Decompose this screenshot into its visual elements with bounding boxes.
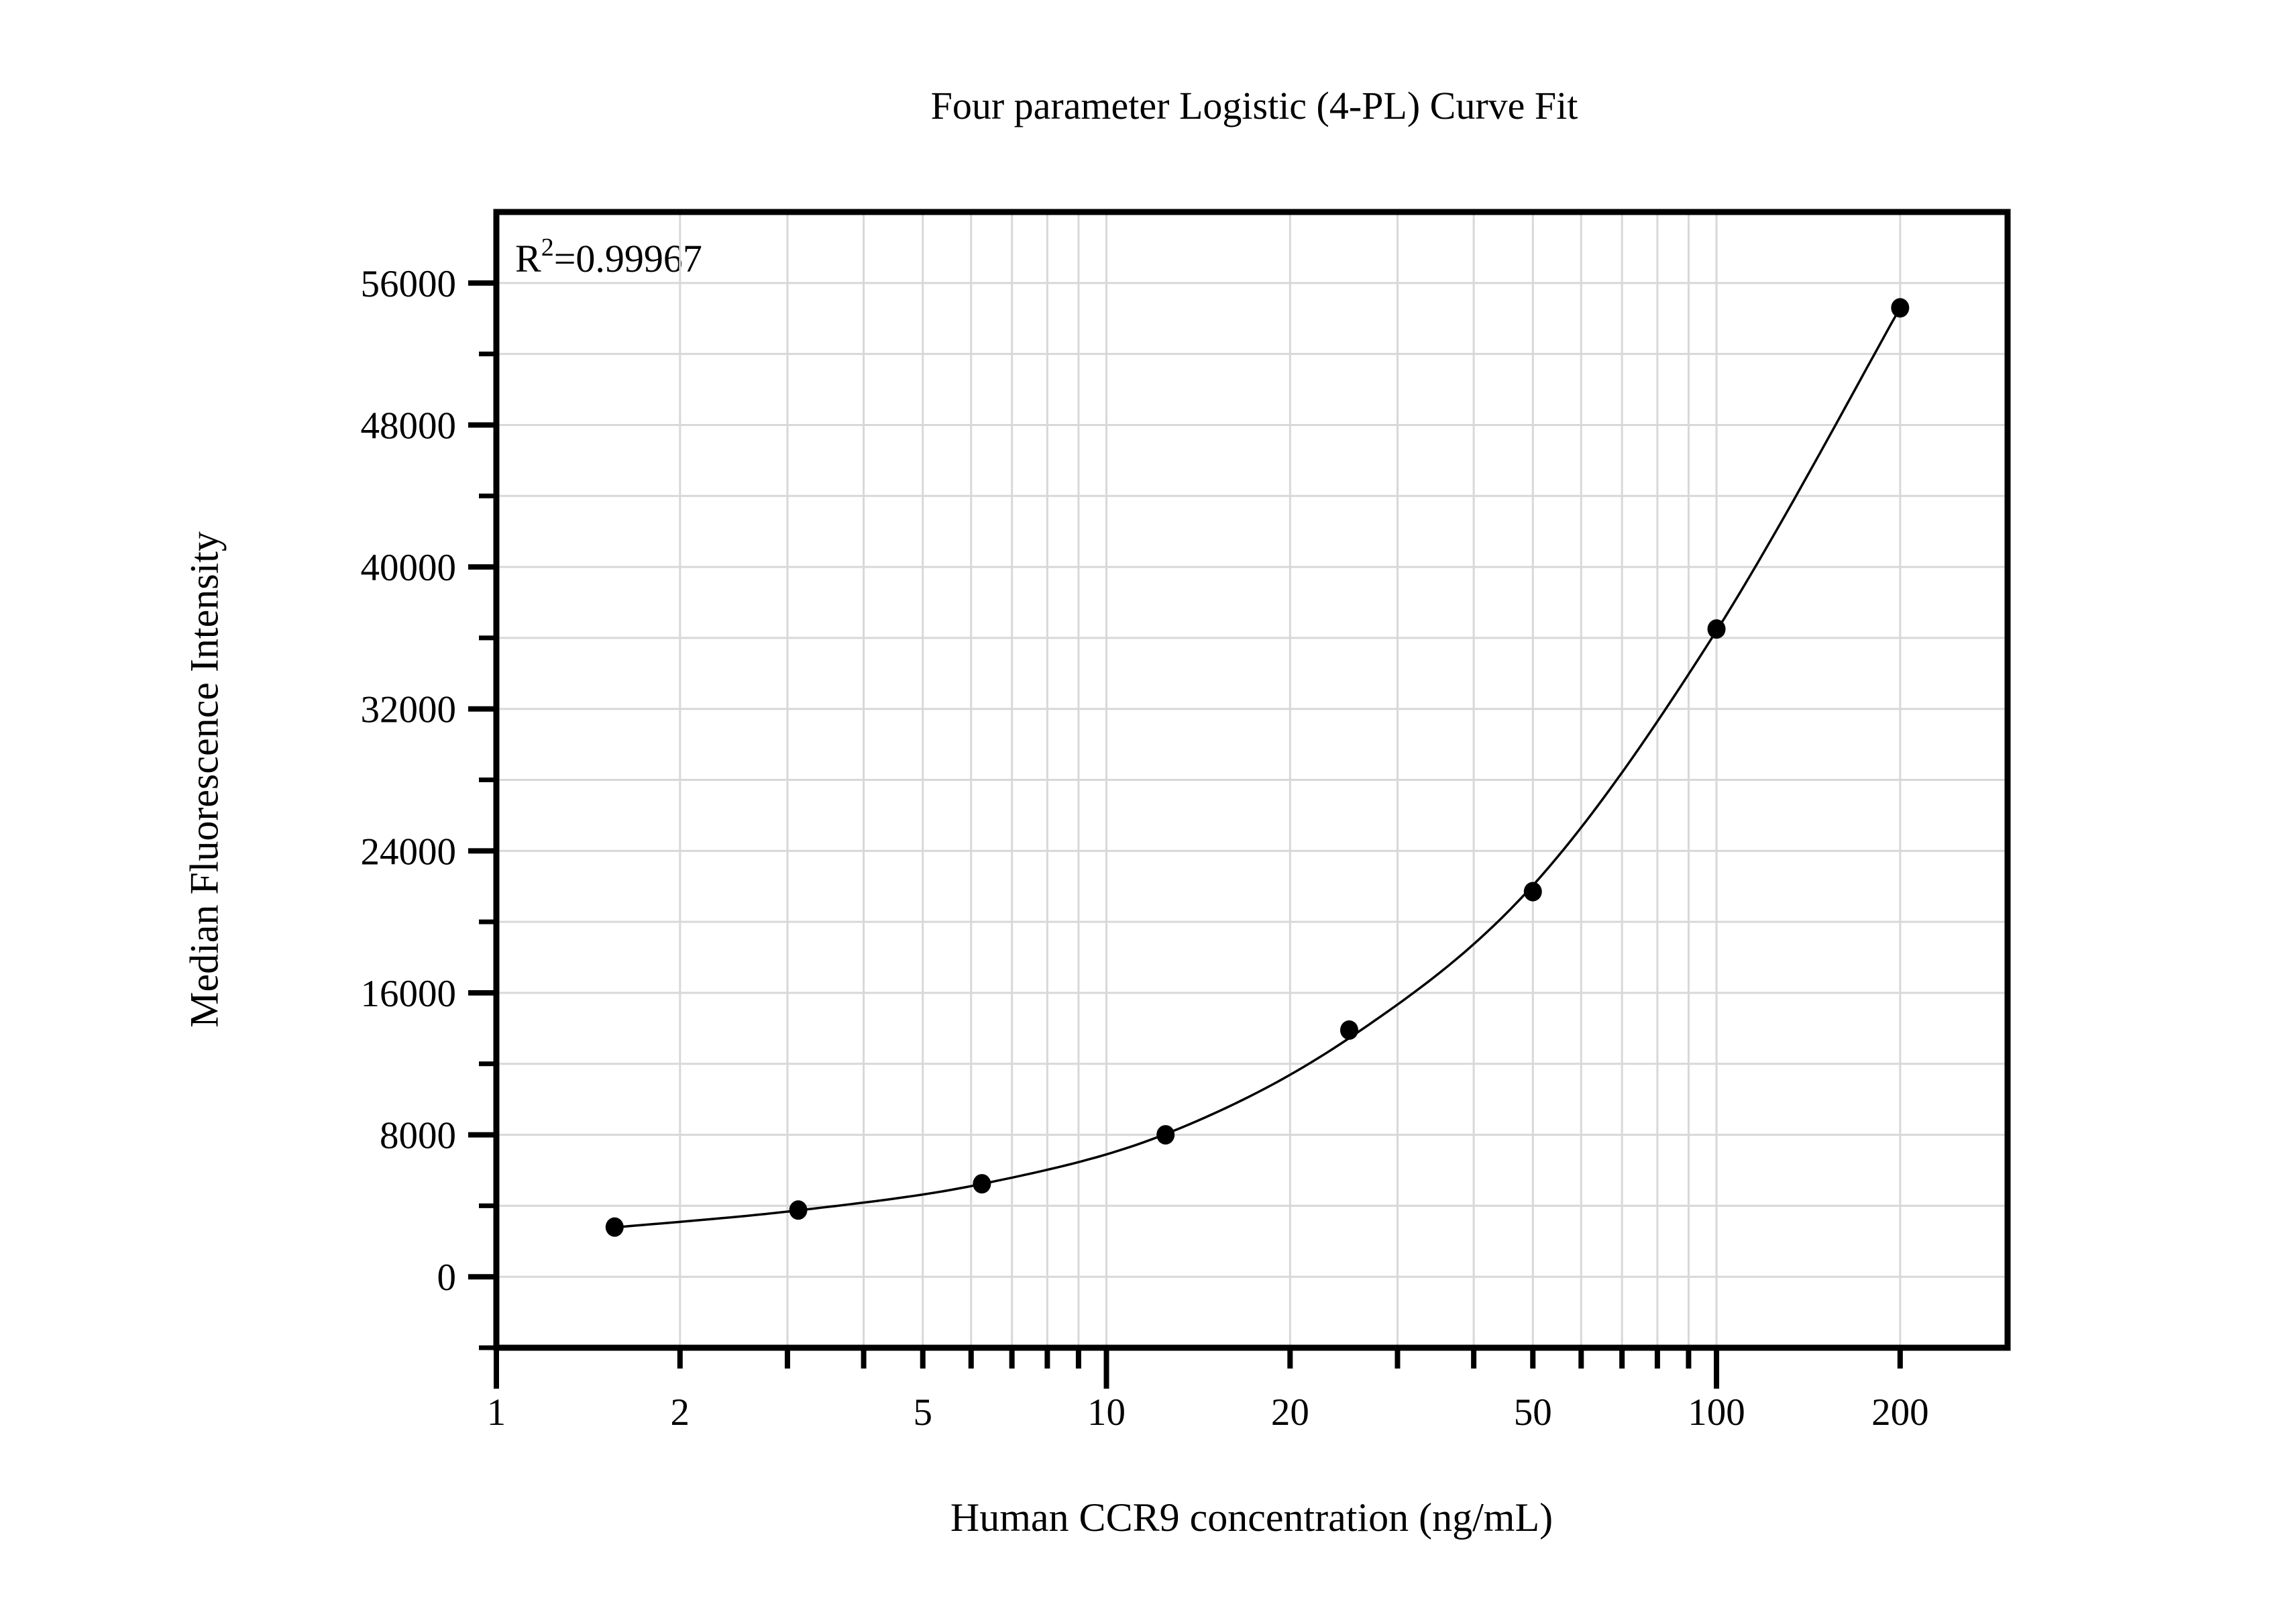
x-tick-label: 2 bbox=[671, 1391, 690, 1434]
r-squared-value: =0.99967 bbox=[553, 237, 702, 280]
y-tick-label: 8000 bbox=[380, 1115, 456, 1157]
x-tick-label: 200 bbox=[1871, 1391, 1929, 1434]
r-squared-base: R bbox=[515, 237, 541, 280]
data-point-marker bbox=[605, 1217, 624, 1237]
fit-curve-line bbox=[613, 307, 1902, 1229]
plot-border bbox=[493, 209, 2011, 1351]
data-point-marker bbox=[973, 1174, 991, 1194]
x-tick-label: 1 bbox=[487, 1391, 506, 1434]
x-tick-label: 10 bbox=[1087, 1391, 1126, 1434]
data-point-marker bbox=[1891, 298, 1910, 318]
x-tick-label: 5 bbox=[913, 1391, 932, 1434]
y-tick-label: 16000 bbox=[361, 973, 457, 1015]
data-point-markers bbox=[605, 298, 1910, 1237]
data-point-marker bbox=[1523, 881, 1542, 902]
x-tick-label: 20 bbox=[1271, 1391, 1309, 1434]
y-tick-label: 32000 bbox=[361, 689, 457, 731]
r-squared-annotation: R2=0.99967 bbox=[515, 233, 702, 281]
data-point-marker bbox=[1156, 1125, 1175, 1145]
axes-spines bbox=[493, 209, 2011, 1351]
gridlines bbox=[496, 212, 2008, 1348]
r-squared-exponent: 2 bbox=[541, 233, 554, 262]
tick-labels: 0 8000 16000 24000 32000 40000 48000 56000 1 2 5 10… bbox=[361, 263, 1929, 1434]
x-tick-label: 100 bbox=[1688, 1391, 1745, 1434]
y-tick-label: 0 bbox=[437, 1257, 457, 1299]
data-point-marker bbox=[1340, 1020, 1358, 1040]
fit-curve bbox=[613, 307, 1902, 1229]
chart-title: Four parameter Logistic (4-PL) Curve Fit bbox=[930, 84, 1578, 127]
y-tick-label: 56000 bbox=[361, 263, 457, 305]
y-tick-label: 40000 bbox=[361, 547, 457, 589]
x-axis-title: Human CCR9 concentration (ng/mL) bbox=[950, 1495, 1553, 1540]
y-tick-label: 24000 bbox=[361, 831, 457, 873]
axis-ticks bbox=[468, 280, 1903, 1389]
data-point-marker bbox=[1707, 619, 1726, 639]
y-tick-label: 48000 bbox=[361, 405, 457, 447]
data-point-marker bbox=[789, 1200, 808, 1220]
x-tick-label: 50 bbox=[1514, 1391, 1552, 1434]
